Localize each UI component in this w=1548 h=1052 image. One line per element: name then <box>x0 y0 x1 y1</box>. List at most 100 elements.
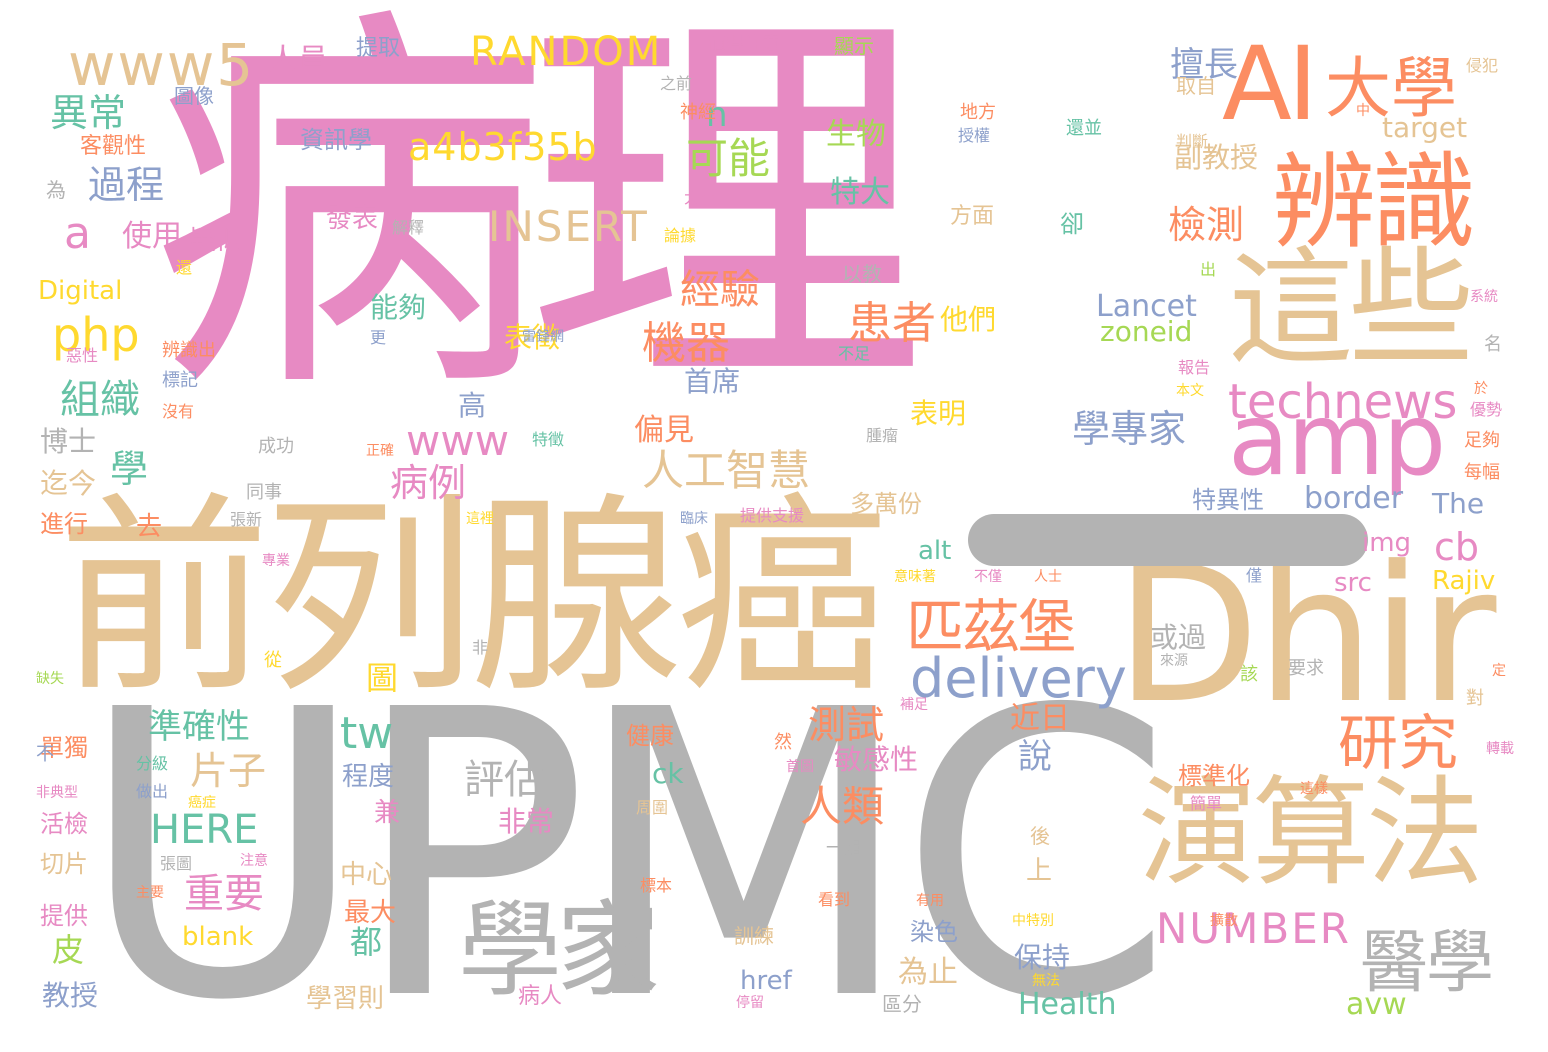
word: 意味著 <box>894 569 936 585</box>
word: NUMBER <box>1156 904 1351 953</box>
word: 特徵 <box>532 430 565 449</box>
word: 做出 <box>136 782 169 801</box>
word: 這裡 <box>466 511 494 527</box>
word: 張新 <box>230 510 263 529</box>
word: 神經 <box>680 102 716 123</box>
word: 提供支援 <box>740 506 805 525</box>
word: 活檢 <box>40 810 88 838</box>
word: 補足 <box>900 697 928 713</box>
word: 該 <box>1240 664 1258 685</box>
word: 人員 <box>268 43 328 78</box>
word: 缺失 <box>36 671 64 687</box>
word: www <box>406 416 510 465</box>
word: 保持 <box>1014 941 1071 974</box>
word: 這樣 <box>1300 781 1328 797</box>
word: 去 <box>136 512 163 542</box>
word: 可能 <box>686 134 771 183</box>
word: 進行 <box>40 510 88 538</box>
word: zoneid <box>1100 315 1193 348</box>
word: 特大 <box>830 175 890 210</box>
word: 正確 <box>366 443 394 459</box>
word: 為 <box>46 178 66 202</box>
word: 上 <box>1026 856 1053 886</box>
word: 訓練 <box>734 924 774 948</box>
word: 報告 <box>1178 358 1211 377</box>
word: 一組 <box>826 838 862 859</box>
dash-mark <box>968 514 1368 566</box>
word: 更 <box>370 328 387 347</box>
word: img <box>1362 528 1412 558</box>
word: 重要 <box>184 871 264 917</box>
word: 癌症 <box>188 795 216 811</box>
word: 經驗 <box>680 267 760 313</box>
word: 還並 <box>1066 118 1102 139</box>
word: 程度 <box>342 762 395 792</box>
word: 擅長 <box>1170 45 1238 85</box>
word: 顯示 <box>834 34 874 58</box>
word: 惡性 <box>66 346 99 365</box>
word: 區分 <box>882 992 922 1016</box>
word: 迄今 <box>40 467 97 500</box>
word: 單獨 <box>40 734 88 762</box>
word: 判斷 <box>1176 132 1209 151</box>
word: 他們 <box>940 303 997 336</box>
word: 非 <box>472 638 489 657</box>
word: 首席 <box>684 365 741 398</box>
word: 主要 <box>136 885 164 901</box>
word: Rajiv <box>1432 566 1496 596</box>
word: 特異性 <box>1192 486 1264 514</box>
word: 標記 <box>162 370 198 391</box>
word: 教授 <box>42 979 99 1012</box>
word: delivery <box>910 647 1127 710</box>
word: 張圖 <box>160 854 193 873</box>
word: 染色 <box>910 918 958 946</box>
word: 前列腺癌 <box>58 474 888 721</box>
word: ck <box>652 757 684 790</box>
word: 還 <box>176 258 193 277</box>
word: 使用 <box>122 219 182 254</box>
word: cb <box>1434 525 1480 569</box>
word: Health <box>1018 987 1117 1022</box>
word: 之前 <box>660 74 693 93</box>
word: AI <box>1222 25 1318 144</box>
word: 說 <box>1018 737 1052 777</box>
word: 定 <box>1492 663 1506 679</box>
word: 辨識出 <box>162 340 216 361</box>
word: href <box>740 966 792 996</box>
word: 片子 <box>190 749 267 793</box>
word: 出 <box>1200 260 1217 279</box>
word: 人類 <box>800 782 885 831</box>
word: 準確性 <box>148 707 250 747</box>
word: 停留 <box>736 995 764 1011</box>
word: 對 <box>1466 688 1484 709</box>
word: 每幅 <box>1464 462 1500 483</box>
word: 演算法 <box>1138 764 1484 902</box>
word: 博士 <box>40 425 97 458</box>
word: 僅 <box>1246 566 1263 585</box>
word: 異常 <box>50 91 127 135</box>
word: 資訊學 <box>300 126 372 154</box>
word: Digital <box>38 276 123 306</box>
word: 不足 <box>838 344 871 363</box>
word: 不僅 <box>974 569 1002 585</box>
word: 檢測 <box>1168 203 1245 247</box>
word: 過程 <box>88 163 165 207</box>
word: 標準化 <box>1178 762 1250 790</box>
word: 這些 <box>1228 235 1474 382</box>
word: 足夠 <box>1464 430 1500 451</box>
word: 同事 <box>246 482 282 503</box>
word: 取自 <box>1176 74 1216 98</box>
word: 醫學 <box>1360 924 1494 1003</box>
word: RANDOM <box>470 29 663 75</box>
word: 評估 <box>464 757 544 803</box>
word: target <box>1382 111 1468 144</box>
word: 雷鋒網 <box>522 329 564 345</box>
word: www5 <box>68 31 256 99</box>
word: 兼 <box>374 798 401 828</box>
word: 非典型 <box>36 785 78 801</box>
word: 腫瘤 <box>866 426 899 445</box>
word: 能夠 <box>370 291 427 324</box>
word: n <box>706 95 728 135</box>
word: 辨識 <box>1272 141 1476 263</box>
word: 學 <box>110 447 149 491</box>
